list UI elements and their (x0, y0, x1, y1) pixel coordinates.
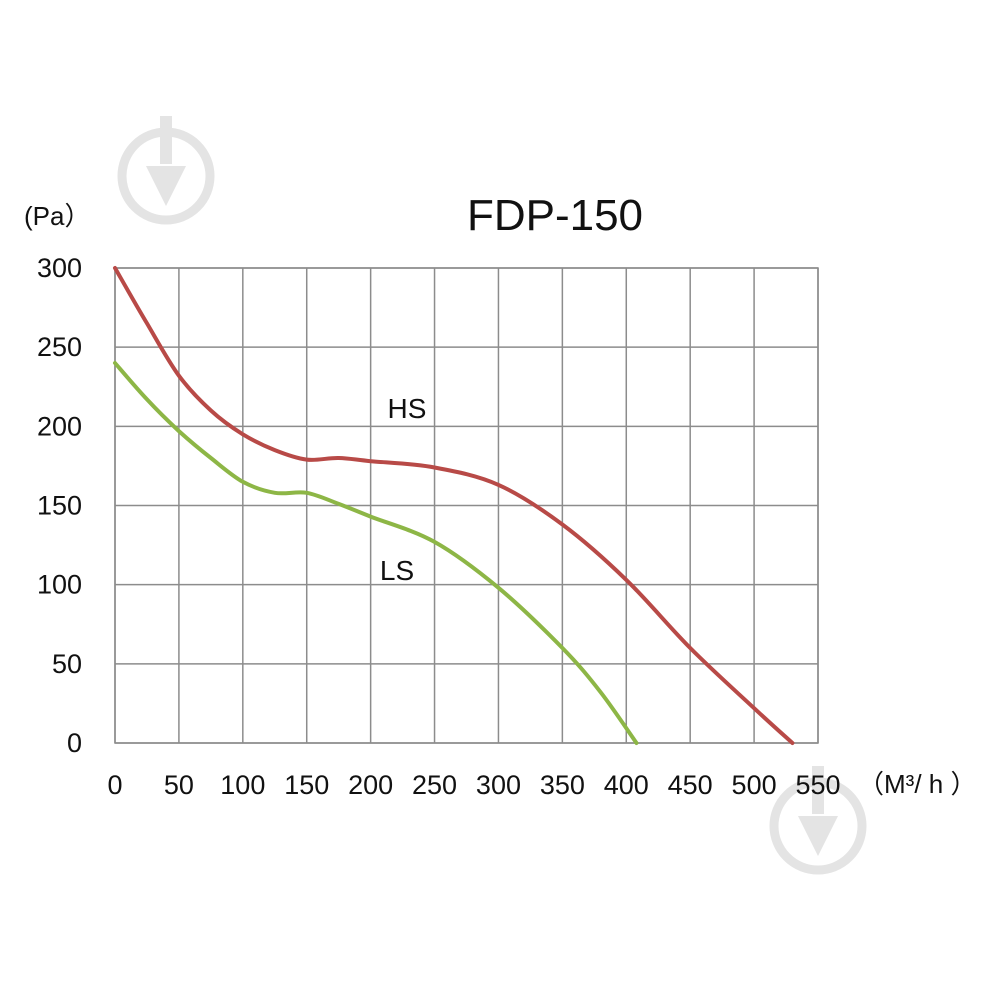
y-axis-unit-label: (Pa） (24, 201, 90, 231)
y-tick-label: 100 (37, 570, 82, 600)
y-tick-label: 300 (37, 253, 82, 283)
download-watermark-icon (769, 766, 867, 875)
series-line-ls (113, 361, 639, 745)
series-label-ls: LS (380, 555, 414, 586)
x-tick-label: 50 (164, 770, 194, 800)
x-tick-label: 200 (348, 770, 393, 800)
watermark-icons (117, 116, 867, 875)
x-tick-label: 150 (284, 770, 329, 800)
x-tick-label: 350 (540, 770, 585, 800)
y-tick-label: 0 (67, 728, 82, 758)
series-label-hs: HS (388, 393, 427, 424)
y-tick-label: 150 (37, 491, 82, 521)
x-tick-label: 250 (412, 770, 457, 800)
chart-title: FDP-150 (467, 191, 643, 240)
series-labels: HS LS (380, 393, 427, 586)
x-axis-unit-label: （M³/ h ） (858, 769, 976, 799)
plot-frame (114, 267, 819, 744)
x-tick-label: 400 (604, 770, 649, 800)
x-tick-label: 0 (107, 770, 122, 800)
y-tick-label: 250 (37, 332, 82, 362)
series-lines (113, 266, 795, 745)
x-tick-label: 100 (220, 770, 265, 800)
y-tick-label: 200 (37, 411, 82, 441)
x-tick-label: 500 (732, 770, 777, 800)
x-tick-labels: 0 50 100 150 200 250 300 350 400 450 500 550 (107, 770, 840, 800)
download-watermark-icon (117, 116, 215, 225)
y-tick-label: 50 (52, 649, 82, 679)
series-line-hs (113, 266, 795, 745)
x-tick-label: 550 (795, 770, 840, 800)
x-tick-label: 450 (668, 770, 713, 800)
y-tick-labels: 0 50 100 150 200 250 300 (37, 253, 82, 758)
x-tick-label: 300 (476, 770, 521, 800)
